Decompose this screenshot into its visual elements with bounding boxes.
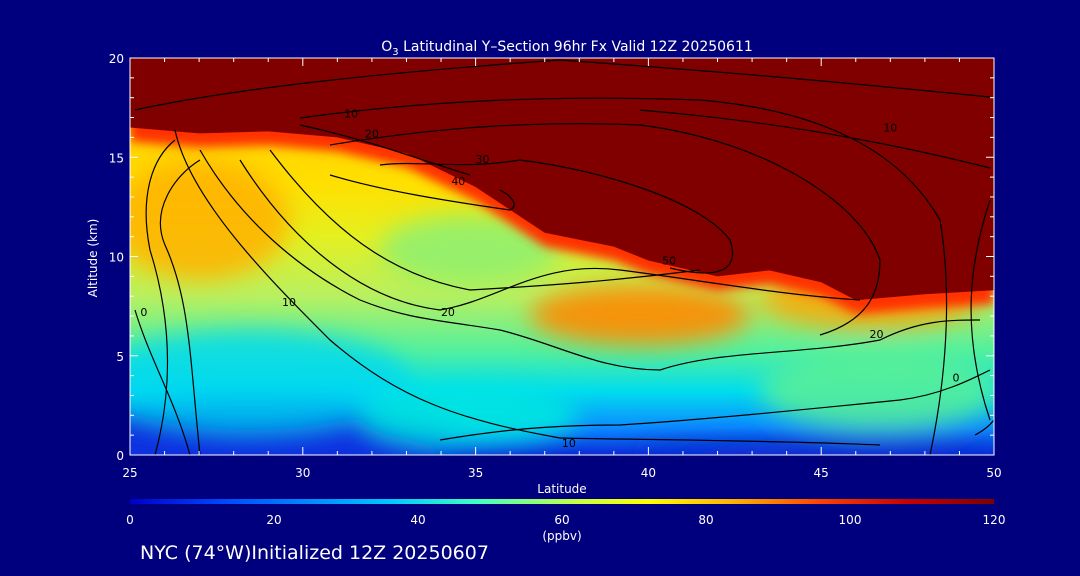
y-tick-label: 5 (116, 350, 124, 364)
y-axis-label: Altitude (km) (86, 219, 100, 298)
chart-title: O3 Latitudinal Y–Section 96hr Fx Valid 1… (381, 39, 753, 58)
blob-mid-cyan (360, 385, 580, 445)
y-axis-ticks: 0 5 10 15 20 (109, 52, 994, 463)
contour-line (239, 159, 861, 311)
contour-line (970, 199, 991, 421)
contour-line (439, 369, 991, 441)
y-tick-label: 15 (109, 151, 124, 165)
colorbar-tick-label: 80 (698, 513, 713, 527)
contour-label: 20 (869, 328, 883, 341)
x-tick-label: 50 (986, 466, 1001, 480)
colorbar-tick-labels: 0 20 40 60 80 100 120 (126, 513, 1005, 527)
contour-line (299, 124, 471, 176)
colorbar-tick-label: 120 (983, 513, 1006, 527)
blob-green-east (760, 350, 994, 430)
contour-line (329, 174, 515, 211)
contour-label: 10 (883, 121, 897, 134)
x-tick-label: 30 (295, 466, 310, 480)
contour-label: 50 (662, 254, 676, 267)
y-tick-label: 10 (109, 251, 124, 265)
contour-line (974, 419, 994, 436)
contour-line (134, 309, 191, 455)
colorbar-unit-label: (ppbv) (542, 529, 581, 543)
blob-blue-east (640, 442, 994, 455)
contour-label: 10 (344, 108, 358, 121)
x-tick-label: 45 (814, 466, 829, 480)
contour-line (159, 159, 201, 455)
blob-orange-mid (530, 285, 750, 345)
colorbar-tick-label: 0 (126, 513, 134, 527)
colorbar-tick-label: 100 (839, 513, 862, 527)
contour-label: 0 (140, 306, 147, 319)
colorbar-tick-label: 60 (554, 513, 569, 527)
contour-lines (134, 59, 994, 455)
footer-station-info: NYC (74°W)Initialized 12Z 20250607 (140, 542, 489, 564)
contour-label: 40 (451, 175, 465, 188)
contour-line (134, 59, 991, 111)
contour-label: 0 (952, 372, 959, 385)
contour-label: 10 (562, 437, 576, 450)
x-axis-ticks: 25 30 35 40 45 50 (122, 58, 1002, 480)
contour-line (174, 129, 561, 439)
x-axis-label: Latitude (537, 482, 586, 496)
contour-label: 20 (365, 127, 379, 140)
stratosphere-region (130, 58, 994, 301)
blob-green (380, 215, 560, 285)
contour-line (639, 109, 991, 169)
blob-orange-west (130, 160, 290, 280)
contour-line (299, 97, 948, 455)
contour-line (199, 149, 981, 371)
ozone-field: 0 10 20 10 40 30 20 10 50 10 20 0 (130, 58, 994, 455)
contour-line (379, 159, 734, 274)
contour-line (559, 437, 881, 446)
colorbar-tick-label: 40 (410, 513, 425, 527)
contour-label: 20 (441, 306, 455, 319)
x-tick-label: 35 (468, 466, 483, 480)
contour-line (269, 149, 701, 291)
y-tick-label: 20 (109, 52, 124, 66)
colorbar (130, 499, 994, 504)
x-tick-label: 25 (122, 466, 137, 480)
contour-label: 10 (282, 296, 296, 309)
contour-line (329, 123, 881, 336)
contour-labels: 0 10 20 10 40 30 20 10 50 10 20 0 (140, 108, 959, 451)
y-tick-label: 0 (116, 449, 124, 463)
contour-label: 30 (476, 153, 490, 166)
x-tick-label: 40 (641, 466, 656, 480)
colorbar-tick-label: 20 (266, 513, 281, 527)
blob-lowlat-cyan (130, 330, 410, 430)
contour-line (145, 139, 176, 455)
